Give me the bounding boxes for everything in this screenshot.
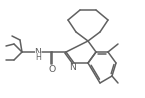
Text: O: O (48, 64, 56, 74)
Text: H: H (35, 53, 41, 62)
Text: N: N (35, 48, 41, 57)
Text: N: N (70, 64, 76, 73)
